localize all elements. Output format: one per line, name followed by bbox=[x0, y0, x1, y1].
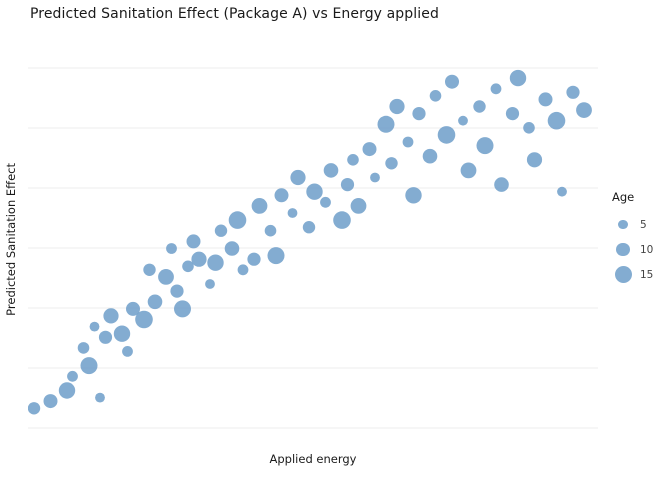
legend-label: 10 bbox=[640, 243, 654, 256]
data-point bbox=[523, 122, 535, 134]
data-point bbox=[476, 137, 494, 155]
data-point bbox=[538, 92, 553, 107]
data-point bbox=[166, 243, 177, 254]
data-point bbox=[98, 330, 113, 344]
data-point bbox=[267, 247, 285, 265]
data-point bbox=[547, 111, 566, 130]
data-point bbox=[437, 126, 456, 144]
data-point bbox=[147, 294, 163, 310]
data-point bbox=[389, 98, 405, 115]
data-point bbox=[290, 169, 306, 186]
data-point bbox=[333, 211, 351, 229]
data-point bbox=[473, 100, 486, 113]
data-point bbox=[490, 83, 502, 95]
data-point bbox=[287, 208, 298, 218]
data-point bbox=[135, 310, 153, 329]
data-point bbox=[274, 188, 289, 203]
data-point bbox=[95, 392, 105, 403]
data-point bbox=[158, 269, 174, 285]
legend-title: Age bbox=[612, 190, 635, 204]
data-point bbox=[362, 142, 377, 157]
data-point bbox=[557, 186, 567, 197]
data-point bbox=[205, 279, 215, 289]
legend-item: 5 bbox=[612, 212, 668, 237]
data-point bbox=[347, 154, 359, 166]
data-point bbox=[43, 394, 58, 409]
data-point bbox=[214, 224, 228, 237]
chart-title: Predicted Sanitation Effect (Package A) … bbox=[30, 6, 439, 22]
data-point bbox=[224, 241, 240, 256]
data-point bbox=[191, 251, 207, 267]
data-point bbox=[182, 260, 194, 273]
data-point bbox=[460, 162, 477, 179]
data-point bbox=[320, 196, 331, 208]
data-point bbox=[247, 252, 261, 266]
data-point bbox=[126, 301, 140, 316]
data-point bbox=[526, 152, 543, 168]
data-point bbox=[340, 178, 355, 192]
data-point bbox=[103, 308, 119, 324]
data-point bbox=[28, 402, 41, 415]
legend-label: 5 bbox=[640, 218, 647, 231]
data-point bbox=[251, 198, 268, 214]
legend-item: 15 bbox=[612, 262, 668, 287]
data-point bbox=[370, 172, 380, 183]
data-point bbox=[505, 107, 520, 121]
data-point bbox=[412, 107, 426, 121]
data-point bbox=[67, 370, 78, 382]
legend-label: 15 bbox=[640, 268, 654, 281]
data-point bbox=[494, 177, 509, 192]
x-axis-label: Applied energy bbox=[269, 452, 357, 466]
data-point bbox=[302, 221, 316, 234]
legend-circle-icon bbox=[612, 219, 634, 230]
data-point bbox=[174, 300, 191, 318]
data-point bbox=[207, 254, 224, 271]
data-point bbox=[377, 115, 395, 133]
data-point bbox=[402, 136, 414, 148]
data-point bbox=[306, 183, 323, 200]
data-point bbox=[186, 234, 201, 249]
data-point bbox=[58, 382, 76, 399]
data-point bbox=[566, 85, 580, 99]
data-point bbox=[143, 263, 156, 276]
data-point bbox=[170, 284, 184, 298]
plot-svg bbox=[28, 67, 598, 429]
data-point bbox=[405, 187, 422, 204]
data-point bbox=[458, 115, 468, 126]
legend: Age 5 10 15 bbox=[612, 190, 668, 287]
data-point bbox=[89, 321, 100, 332]
data-point bbox=[122, 346, 133, 357]
legend-item: 10 bbox=[612, 237, 668, 262]
data-point bbox=[422, 148, 438, 164]
data-point bbox=[113, 325, 131, 342]
legend-circle-icon bbox=[612, 266, 634, 283]
y-axis-label: Predicted Sanitation Effect bbox=[4, 38, 18, 440]
data-point bbox=[228, 211, 247, 229]
data-point bbox=[445, 74, 459, 89]
data-point bbox=[385, 157, 398, 170]
data-point bbox=[429, 90, 442, 102]
data-point bbox=[237, 264, 249, 276]
data-point bbox=[323, 163, 339, 178]
data-point bbox=[509, 69, 527, 87]
data-point bbox=[80, 357, 98, 375]
data-point bbox=[77, 342, 90, 354]
data-point bbox=[264, 224, 277, 237]
legend-circle-icon bbox=[612, 242, 634, 257]
legend-items: 5 10 15 bbox=[612, 212, 668, 287]
data-point bbox=[576, 102, 592, 118]
data-point bbox=[350, 198, 367, 214]
y-axis-label-text: Predicted Sanitation Effect bbox=[4, 162, 18, 316]
